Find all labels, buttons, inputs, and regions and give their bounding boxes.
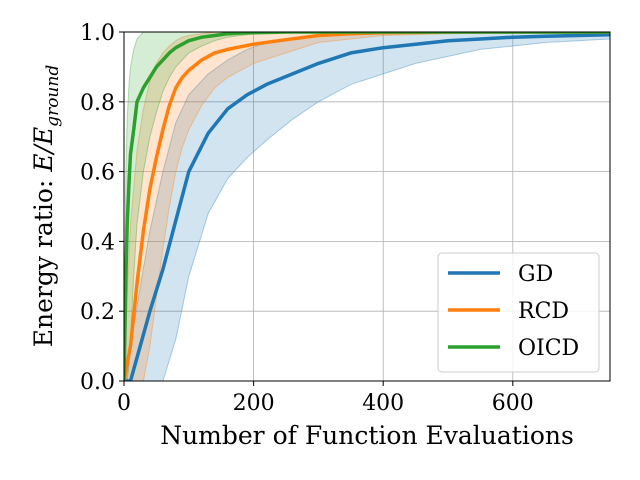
gd-line <box>124 33 610 381</box>
y-tick-label: 0.8 <box>80 91 115 116</box>
oicd-line <box>124 32 610 381</box>
legend-box <box>437 252 600 373</box>
x-tick-label: 600 <box>492 391 534 416</box>
plot-frame <box>123 31 611 382</box>
series-lines <box>124 32 610 381</box>
oicd-legend-label: OICD <box>518 336 579 361</box>
x-tick-label: 400 <box>362 391 404 416</box>
gd-legend-label: GD <box>518 262 553 287</box>
y-tick-label: 0.2 <box>80 300 115 325</box>
y-axis-label: Energy ratio: E/Eground <box>29 65 63 348</box>
oicd-band <box>124 32 610 381</box>
axis-ticks: 0 200 400 600 0.0 0.2 0.4 0.6 0.8 1.0 <box>80 21 534 416</box>
y-tick-label: 1.0 <box>80 21 115 46</box>
x-axis-label: Number of Function Evaluations <box>160 421 574 450</box>
y-tick-label: 0.4 <box>80 230 115 255</box>
y-tick-label: 0.0 <box>80 370 115 395</box>
legend: GD RCD OICD <box>437 252 600 373</box>
confidence-bands <box>124 32 610 381</box>
gd-band <box>124 32 610 381</box>
x-tick-label: 200 <box>233 391 275 416</box>
x-tick-label: 0 <box>117 391 131 416</box>
rcd-band <box>124 32 610 381</box>
y-tick-label: 0.6 <box>80 161 115 186</box>
rcd-legend-label: RCD <box>518 299 569 324</box>
